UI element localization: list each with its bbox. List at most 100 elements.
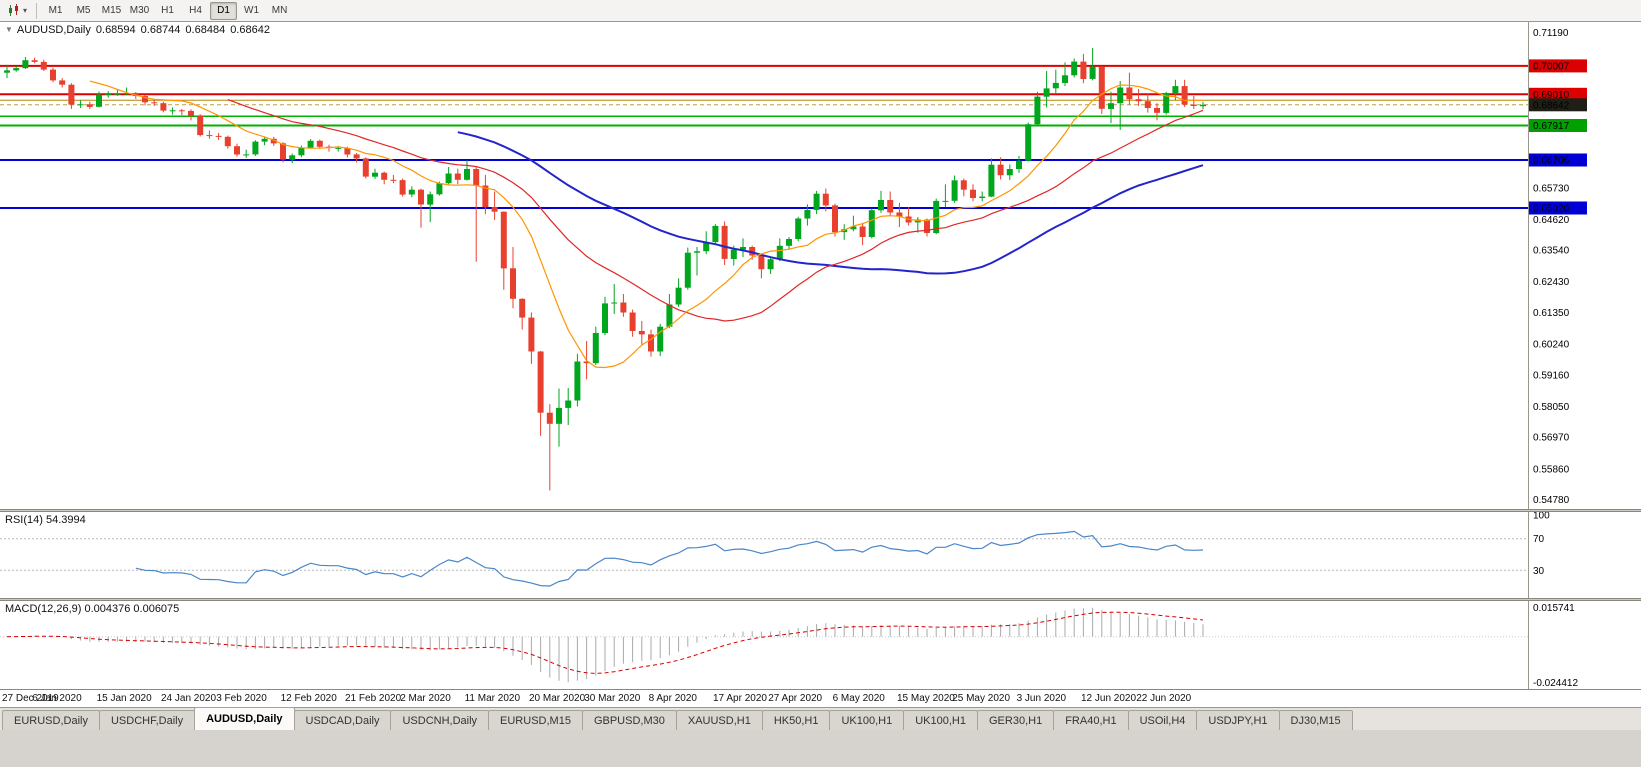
timeframe-button-w1[interactable]: W1 — [244, 5, 260, 16]
date-axis-label: 3 Feb 2020 — [216, 693, 267, 704]
tab-ger30-h1[interactable]: GER30,H1 — [977, 710, 1055, 730]
timeframe-toolbar: ▾ M1 M5 M15 M30 H1 H4 D1 W1 MN — [0, 0, 1641, 22]
tab-eurusd-daily[interactable]: EURUSD,Daily — [2, 710, 100, 730]
price-axis-label: 0.59160 — [1533, 370, 1570, 381]
tab-dj30-m15[interactable]: DJ30,M15 — [1278, 710, 1353, 730]
price-level-badge — [1529, 59, 1587, 73]
price-axis-label: 0.61350 — [1533, 308, 1570, 319]
macd-indicator-label: MACD(12,26,9) 0.004376 0.006075 — [5, 603, 180, 615]
timeframe-button-h4[interactable]: H4 — [189, 5, 202, 16]
chart-title: ▼ AUDUSD,Daily 0.68594 0.68744 0.68484 0.6864… — [5, 24, 270, 36]
date-axis-label: 27 Apr 2020 — [768, 693, 823, 704]
date-axis-label: 24 Jan 2020 — [161, 693, 217, 704]
price-level-badge — [1529, 119, 1587, 132]
timeframe-buttons-group: M1 M5 M15 M30 H1 H4 D1 W1 MN — [42, 1, 294, 20]
date-axis-label: 21 Feb 2020 — [345, 693, 402, 704]
macd-panel: 0.015741 -0.024412 MACD(12,26,9) 0.004376… — [0, 601, 1641, 689]
chart-symbol-label: AUDUSD,Daily — [16, 24, 91, 36]
tab-gbpusd-m30[interactable]: GBPUSD,M30 — [581, 710, 677, 730]
macd-max-label: 0.015741 — [1533, 603, 1575, 614]
price-axis-label: 0.60240 — [1533, 340, 1570, 351]
macd-signal-line — [6, 611, 1204, 674]
ohlc-close-value: 0.68642 — [230, 24, 270, 36]
tab-usoil-h4[interactable]: USOil,H4 — [1127, 710, 1198, 730]
date-axis-label: 17 Apr 2020 — [713, 693, 767, 704]
ma-medium-line — [227, 99, 1204, 322]
rsi-axis-label: 70 — [1533, 534, 1545, 545]
ohlc-open-value: 0.68594 — [95, 24, 136, 36]
price-axis-label: 0.56970 — [1533, 433, 1570, 444]
price-axis-label: 0.58050 — [1533, 402, 1570, 413]
tab-hk50-h1[interactable]: HK50,H1 — [761, 710, 831, 730]
chart-type-dropdown-button[interactable]: ▾ — [3, 2, 31, 19]
ohlc-high-value: 0.68744 — [140, 24, 181, 36]
dropdown-caret-icon: ▾ — [23, 6, 28, 15]
date-axis-label: 11 Mar 2020 — [464, 693, 520, 704]
tab-eurusd-m15[interactable]: EURUSD,M15 — [488, 710, 583, 730]
date-axis-label: 2 Mar 2020 — [400, 693, 451, 704]
date-axis-label: 25 May 2020 — [952, 693, 1011, 704]
status-bar — [0, 730, 1641, 767]
price-level-badge-text: 0.67917 — [1533, 121, 1570, 132]
tab-uk100-h1[interactable]: UK100,H1 — [903, 710, 978, 730]
macd-canvas[interactable]: 0.015741 -0.024412 — [0, 601, 1641, 689]
price-level-badge — [1529, 98, 1587, 112]
timeframe-button-mn[interactable]: MN — [271, 5, 288, 16]
timeframe-button-m30[interactable]: M30 — [129, 5, 150, 16]
price-level-badge — [1529, 201, 1587, 215]
timeframe-button-m5[interactable]: M5 — [76, 5, 91, 16]
rsi-canvas[interactable]: 100 70 30 — [0, 512, 1641, 598]
date-axis-label: 3 Jun 2020 — [1016, 693, 1067, 704]
rsi-line — [135, 530, 1204, 587]
date-axis-label: 20 Mar 2020 — [529, 693, 586, 704]
timeframe-button-h1[interactable]: H1 — [161, 5, 174, 16]
timeframe-button-m1[interactable]: M1 — [48, 5, 63, 16]
ma-slow-line — [457, 131, 1204, 275]
macd-min-label: -0.024412 — [1533, 678, 1578, 689]
date-axis-label: 22 Jun 2020 — [1136, 693, 1192, 704]
price-axis-label: 0.64620 — [1533, 215, 1570, 226]
price-level-badge-text: 0.70007 — [1533, 61, 1570, 72]
price-axis-label: 0.65730 — [1533, 183, 1570, 194]
price-axis-label: 0.55860 — [1533, 464, 1570, 475]
price-level-badge-text: 0.66706 — [1533, 156, 1570, 167]
date-axis-label: 8 Apr 2020 — [648, 693, 697, 704]
panel-splitter[interactable] — [0, 598, 1641, 601]
ohlc-low-value: 0.68484 — [185, 24, 226, 36]
tab-usdchf-daily[interactable]: USDCHF,Daily — [98, 710, 196, 730]
rsi-indicator-label: RSI(14) 54.3994 — [5, 514, 86, 526]
date-axis-label: 15 May 2020 — [897, 693, 955, 704]
date-axis-label: 15 Jan 2020 — [96, 693, 152, 704]
tab-usdjpy-h1[interactable]: USDJPY,H1 — [1196, 710, 1280, 730]
main-chart-canvas[interactable]: 0.71190 0.65730 0.64620 0.63540 0.62430 0.613… — [0, 22, 1641, 509]
toolbar-separator — [36, 2, 38, 19]
price-level-badge — [1529, 153, 1587, 167]
date-axis-label: 12 Feb 2020 — [280, 693, 337, 704]
date-axis-label: 6 Jan 2020 — [32, 693, 82, 704]
panel-splitter[interactable] — [0, 509, 1641, 512]
macd-histogram — [15, 607, 1204, 683]
date-axis-label: 27 Dec 2019 — [2, 693, 59, 704]
date-axis-label: 12 Jun 2020 — [1081, 693, 1137, 704]
rsi-axis-label: 30 — [1533, 566, 1545, 577]
ma-fast-line — [89, 80, 1204, 369]
candlestick-chart-icon — [9, 4, 18, 16]
price-level-badge-text: 0.65020 — [1533, 204, 1570, 215]
rsi-axis-label: 100 — [1533, 512, 1550, 522]
tab-xauusd-h1[interactable]: XAUUSD,H1 — [675, 710, 763, 730]
tab-fra40-h1[interactable]: FRA40,H1 — [1053, 710, 1129, 730]
price-level-badge — [1529, 87, 1587, 101]
tab-usdcad-daily[interactable]: USDCAD,Daily — [293, 710, 392, 730]
chart-tabs-bar: EURUSD,Daily USDCHF,Daily AUDUSD,Daily USDC… — [0, 707, 1641, 730]
timeframe-button-d1[interactable]: D1 — [210, 1, 238, 20]
tab-usdcnh-daily[interactable]: USDCNH,Daily — [390, 710, 490, 730]
price-axis-label: 0.71190 — [1533, 28, 1569, 39]
date-axis[interactable]: 27 Dec 2019 6 Jan 2020 15 Jan 2020 24 Jan 2… — [0, 689, 1641, 707]
collapse-quickpanel-icon[interactable]: ▼ — [5, 25, 13, 34]
price-axis-label: 0.63540 — [1533, 246, 1570, 257]
tab-audusd-daily[interactable]: AUDUSD,Daily — [194, 707, 295, 730]
timeframe-button-m15[interactable]: M15 — [101, 5, 122, 16]
tab-uk100-h1[interactable]: UK100,H1 — [829, 710, 905, 730]
rsi-panel: 100 70 30 RSI(14) 54.3994 — [0, 512, 1641, 598]
